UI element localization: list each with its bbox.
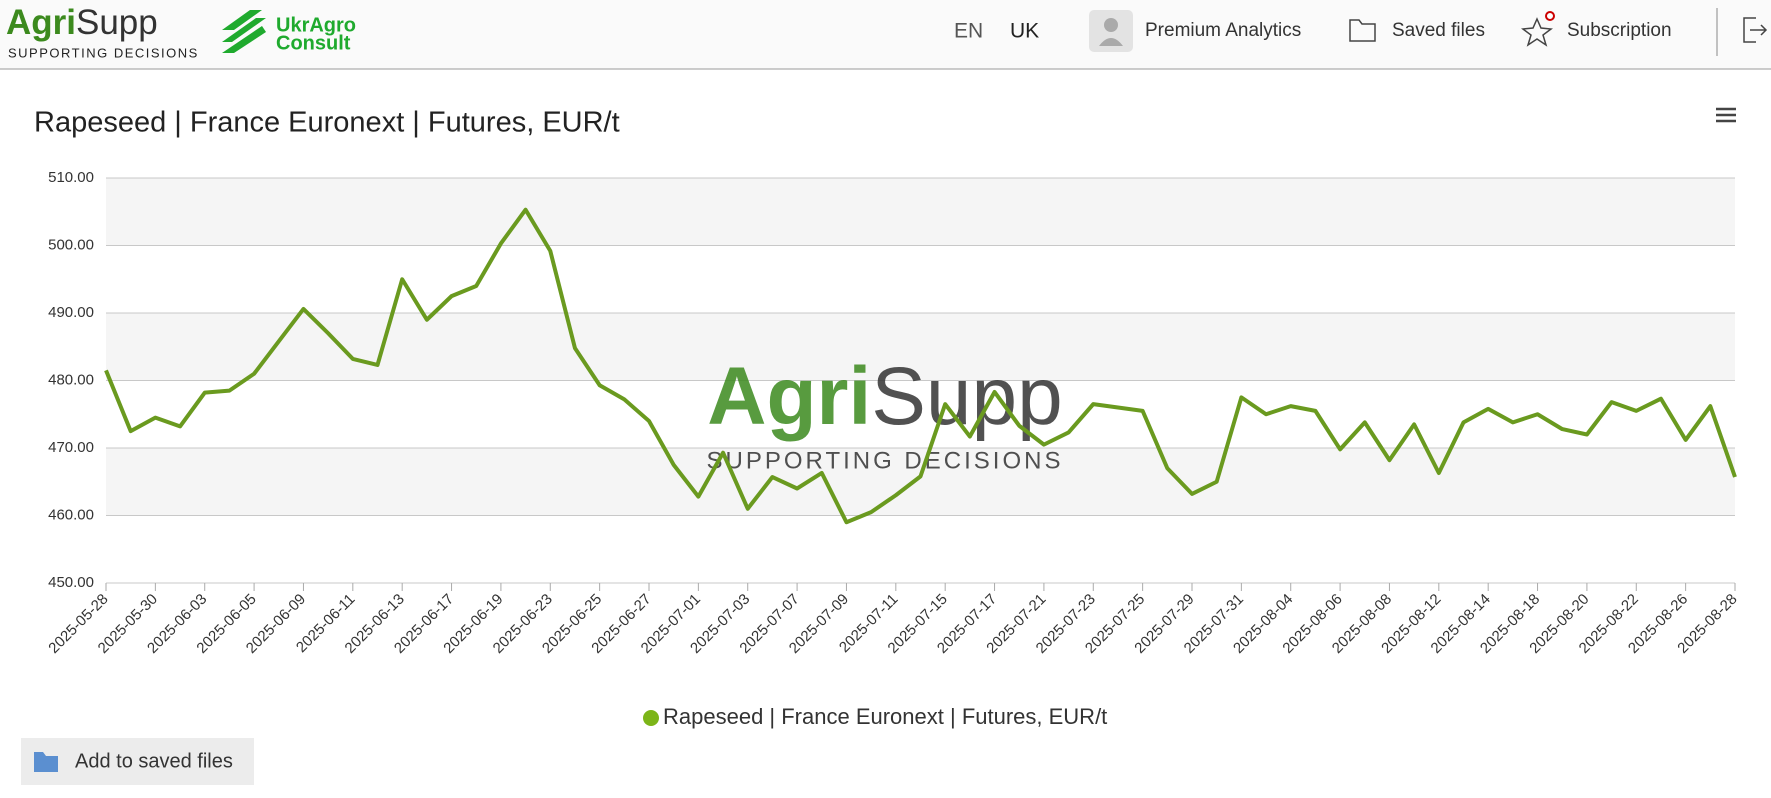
logo-tagline: SUPPORTING DECISIONS [8,45,199,60]
save-button-label: Add to saved files [75,750,233,772]
lang-option[interactable]: EN [954,20,983,43]
logout-icon[interactable] [1743,17,1768,43]
avatar-body [1099,38,1123,46]
data-line [104,207,1737,525]
y-tick-label: 460.00 [48,506,94,523]
plot-bands [106,178,1735,516]
plot-band [106,448,1735,516]
lang-option[interactable]: UK [1010,20,1039,43]
y-tick-label: 500.00 [48,236,94,253]
partner-name: Consult [276,32,351,54]
folder-icon [1349,19,1376,42]
y-tick-label: 490.00 [48,304,94,321]
menu-item[interactable]: Premium Analytics [1145,20,1301,41]
legend-marker [643,710,659,726]
partner-icon [222,10,266,53]
logo-a: Agri [6,3,76,42]
plot-band [106,313,1735,381]
y-tick-label: 510.00 [48,169,94,186]
save-folder-icon [34,752,58,772]
avatar-head [1104,18,1118,32]
y-tick-label: 480.00 [48,371,94,388]
legend: Rapeseed | France Euronext | Futures, EU… [643,704,1107,729]
menu-item[interactable]: Saved files [1392,20,1485,41]
menu-item[interactable]: Subscription [1567,20,1672,41]
header-bg [0,0,1771,69]
watermark-a: Agri [707,351,871,442]
y-tick-label: 450.00 [48,574,94,591]
save-button[interactable] [21,738,254,785]
notification-dot [1545,11,1555,21]
logo[interactable]: AgriSupp [6,3,158,42]
y-tick-label: 470.00 [48,439,94,456]
star-icon [1521,17,1553,47]
watermark-tagline: SUPPORTING DECISIONS [707,447,1064,474]
plot-band [106,178,1735,246]
chart-menu[interactable] [1716,107,1736,123]
logo-b: Supp [76,3,158,42]
plot [104,207,1737,525]
watermark-logo: AgriSupp [707,351,1063,442]
chart-title: Rapeseed | France Euronext | Futures, EU… [34,107,620,139]
legend-label: Rapeseed | France Euronext | Futures, EU… [663,704,1107,729]
partner-name[interactable]: UkrAgro [276,14,356,36]
watermark: AgriSupp SUPPORTING DECISIONS [707,351,1064,475]
watermark-b: Supp [871,351,1063,442]
